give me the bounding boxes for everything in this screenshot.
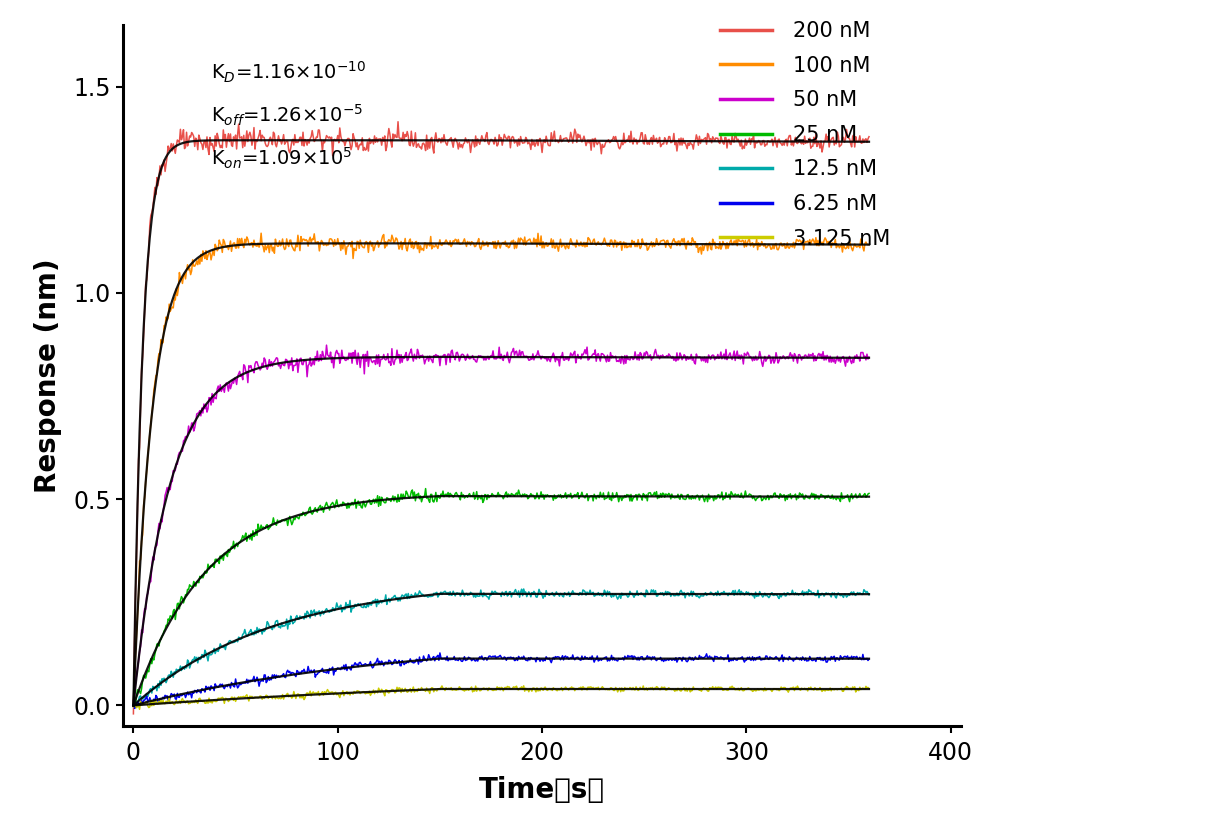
Text: K$_{D}$=1.16×10$^{-10}$
K$_{off}$=1.26×10$^{-5}$
K$_{on}$=1.09×10$^{5}$: K$_{D}$=1.16×10$^{-10}$ K$_{off}$=1.26×1…: [211, 60, 366, 171]
Y-axis label: Response (nm): Response (nm): [34, 258, 62, 493]
Legend: 200 nM, 100 nM, 50 nM, 25 nM, 12.5 nM, 6.25 nM, 3.125 nM: 200 nM, 100 nM, 50 nM, 25 nM, 12.5 nM, 6…: [719, 21, 891, 248]
X-axis label: Time（s）: Time（s）: [479, 776, 605, 804]
